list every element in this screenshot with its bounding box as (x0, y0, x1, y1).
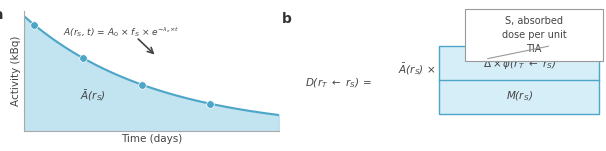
FancyBboxPatch shape (465, 9, 603, 61)
Text: $\Delta \times \phi$(r$_T$ $\leftarrow$ r$_S$): $\Delta \times \phi$(r$_T$ $\leftarrow$ … (482, 57, 556, 71)
Point (78, 57, 88, 59)
Text: $M$(r$_S$): $M$(r$_S$) (505, 90, 533, 103)
Text: S, absorbed
dose per unit
TIA: S, absorbed dose per unit TIA (502, 16, 567, 54)
Point (137, 83, 147, 86)
Text: $D$(r$_T$ $\leftarrow$ r$_S$) =: $D$(r$_T$ $\leftarrow$ r$_S$) = (305, 77, 371, 90)
X-axis label: Time (days): Time (days) (121, 134, 182, 144)
Text: A(r$_S$, t) = A$_0$ × f$_S$ × e$^{-λ_e × t}$: A(r$_S$, t) = A$_0$ × f$_S$ × e$^{-λ_e ×… (63, 25, 179, 39)
Point (205, 103, 215, 105)
Text: $\bar{A}$(r$_S$) $\times$: $\bar{A}$(r$_S$) $\times$ (398, 61, 436, 77)
FancyBboxPatch shape (439, 46, 599, 114)
Point (29, 23, 39, 26)
Y-axis label: Activity (kBq): Activity (kBq) (12, 36, 21, 106)
Text: a: a (0, 8, 3, 22)
Text: Ā(r$_S$): Ā(r$_S$) (80, 87, 106, 103)
Text: b: b (282, 12, 292, 26)
